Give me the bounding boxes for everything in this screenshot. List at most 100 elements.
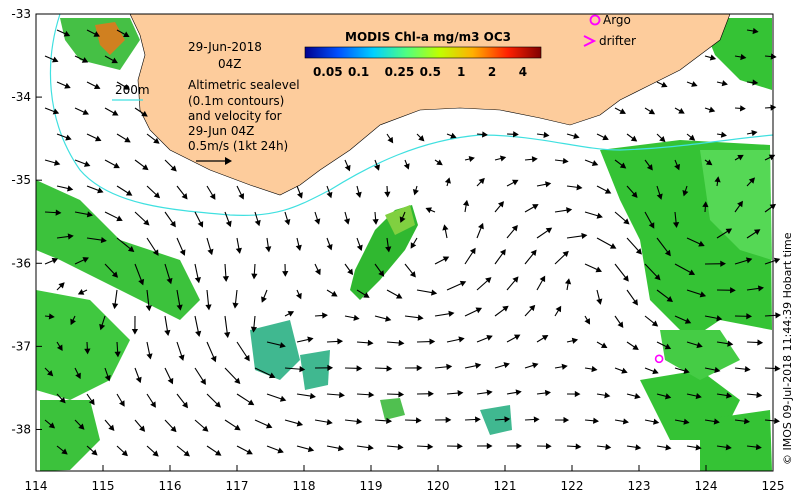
velocity-arrow-head [167,377,174,385]
velocity-arrow-head [246,448,253,455]
velocity-arrow-head [646,164,653,171]
velocity-arrow-head [425,207,432,214]
x-tick-label: 116 [159,479,182,493]
velocity-arrow-head [314,218,321,225]
velocity-arrow-head [410,242,417,249]
velocity-arrow-head [326,419,333,426]
velocity-arrow-head [214,449,222,456]
velocity-arrow-head [108,424,115,431]
velocity-arrow-head [459,280,467,287]
velocity-arrow-head [99,323,106,331]
velocity-arrow-head [121,450,128,457]
velocity-arrow-head [403,163,410,170]
annotation-line-5: 0.5m/s (1kt 24h) [188,139,288,153]
velocity-arrow-head [512,276,519,283]
velocity-arrow-head [138,278,145,286]
argo-legend-label: Argo [603,13,631,27]
colorbar-tick-label: 0.25 [385,65,415,79]
velocity-arrow-head [544,389,551,397]
velocity-arrow-head [234,424,241,431]
velocity-arrow-head [486,334,493,341]
credit-text: © IMOS 09-Jul-2018 11:44:39 Hobart time [781,232,794,465]
annotation-line-3: and velocity for [188,109,282,123]
velocity-arrow-head [378,270,385,277]
y-tick-label: -34 [11,90,31,104]
velocity-arrow-head [702,201,709,208]
velocity-arrow-head [385,246,392,253]
colorbar-title: MODIS Chl-a mg/m3 OC3 [345,30,511,44]
x-tick-label: 124 [695,479,718,493]
velocity-arrow-head [561,363,568,370]
velocity-arrow-head [581,232,588,240]
velocity-arrow-head [446,363,453,370]
velocity-arrow-head [119,400,125,407]
velocity-arrow-head [543,131,550,138]
velocity-arrow-head [356,365,363,372]
velocity-arrow-head [205,304,212,311]
velocity-arrow-head [123,31,130,38]
velocity-arrow-head [113,162,120,169]
velocity-arrow-head [181,193,188,200]
velocity-arrow-head [530,249,537,257]
velocity-arrow-head [112,303,119,310]
velocity-arrow-head [251,273,258,280]
map-date: 29-Jun-2018 [188,40,262,54]
velocity-arrow-head [429,338,436,345]
colorbar-tick-label: 2 [488,65,496,79]
velocity-arrow-head [123,84,130,90]
velocity-arrow-head [284,218,291,226]
velocity-arrow-head [222,276,229,282]
velocity-arrow-head [632,344,639,350]
velocity-arrow-head [635,444,642,451]
velocity-arrow-head [634,393,641,400]
velocity-arrow-head [596,298,603,305]
velocity-arrow-head [730,287,736,294]
velocity-arrow-head [605,443,612,451]
float-legend: Argo drifter [583,13,636,48]
velocity-arrow-head [751,129,758,137]
velocity-arrow-head [591,160,599,167]
velocity-arrow-head [619,108,626,114]
velocity-arrow-head [654,274,661,281]
velocity-arrow-head [125,190,133,196]
velocity-arrow-head [562,157,569,165]
velocity-arrow-head [326,243,333,251]
velocity-arrow-head [356,244,363,252]
velocity-arrow-head [571,337,579,344]
velocity-arrow-head [124,136,131,143]
velocity-arrow-head [207,248,214,256]
velocity-arrow-head [152,450,159,457]
velocity-arrow-head [67,233,74,240]
velocity-arrow-head [539,275,546,283]
velocity-arrow-head [418,135,425,142]
velocity-arrow-head [279,342,286,349]
velocity-arrow-head [688,134,696,141]
velocity-arrow-head [746,313,753,320]
velocity-arrow-head [111,57,118,64]
velocity-arrow-head [609,243,617,249]
velocity-arrow-head [516,442,523,450]
velocity-arrow-head [384,191,391,198]
velocity-arrow-head [604,188,612,194]
velocity-arrow-head [436,159,443,166]
velocity-arrow-head [442,224,449,231]
velocity-arrow-head [727,340,734,347]
velocity-arrow-head [182,401,189,409]
velocity-arrow-head [591,365,598,373]
velocity-arrow-head [64,82,71,89]
velocity-arrow-head [337,445,345,452]
velocity-arrow-head [356,418,363,425]
velocity-arrow-head [631,191,638,198]
velocity-arrow-head [367,339,374,346]
velocity-arrow-head [574,390,581,398]
velocity-arrow-head [296,420,304,427]
velocity-arrow-head [478,177,485,185]
velocity-arrow-head [720,131,727,138]
velocity-arrow-head [183,450,190,457]
velocity-arrow-head [725,228,733,235]
velocity-arrow-head [450,132,457,139]
velocity-arrow-head [178,354,185,361]
velocity-arrow-head [458,336,465,343]
velocity-arrow-head [695,392,702,400]
velocity-arrow-head [576,184,583,191]
